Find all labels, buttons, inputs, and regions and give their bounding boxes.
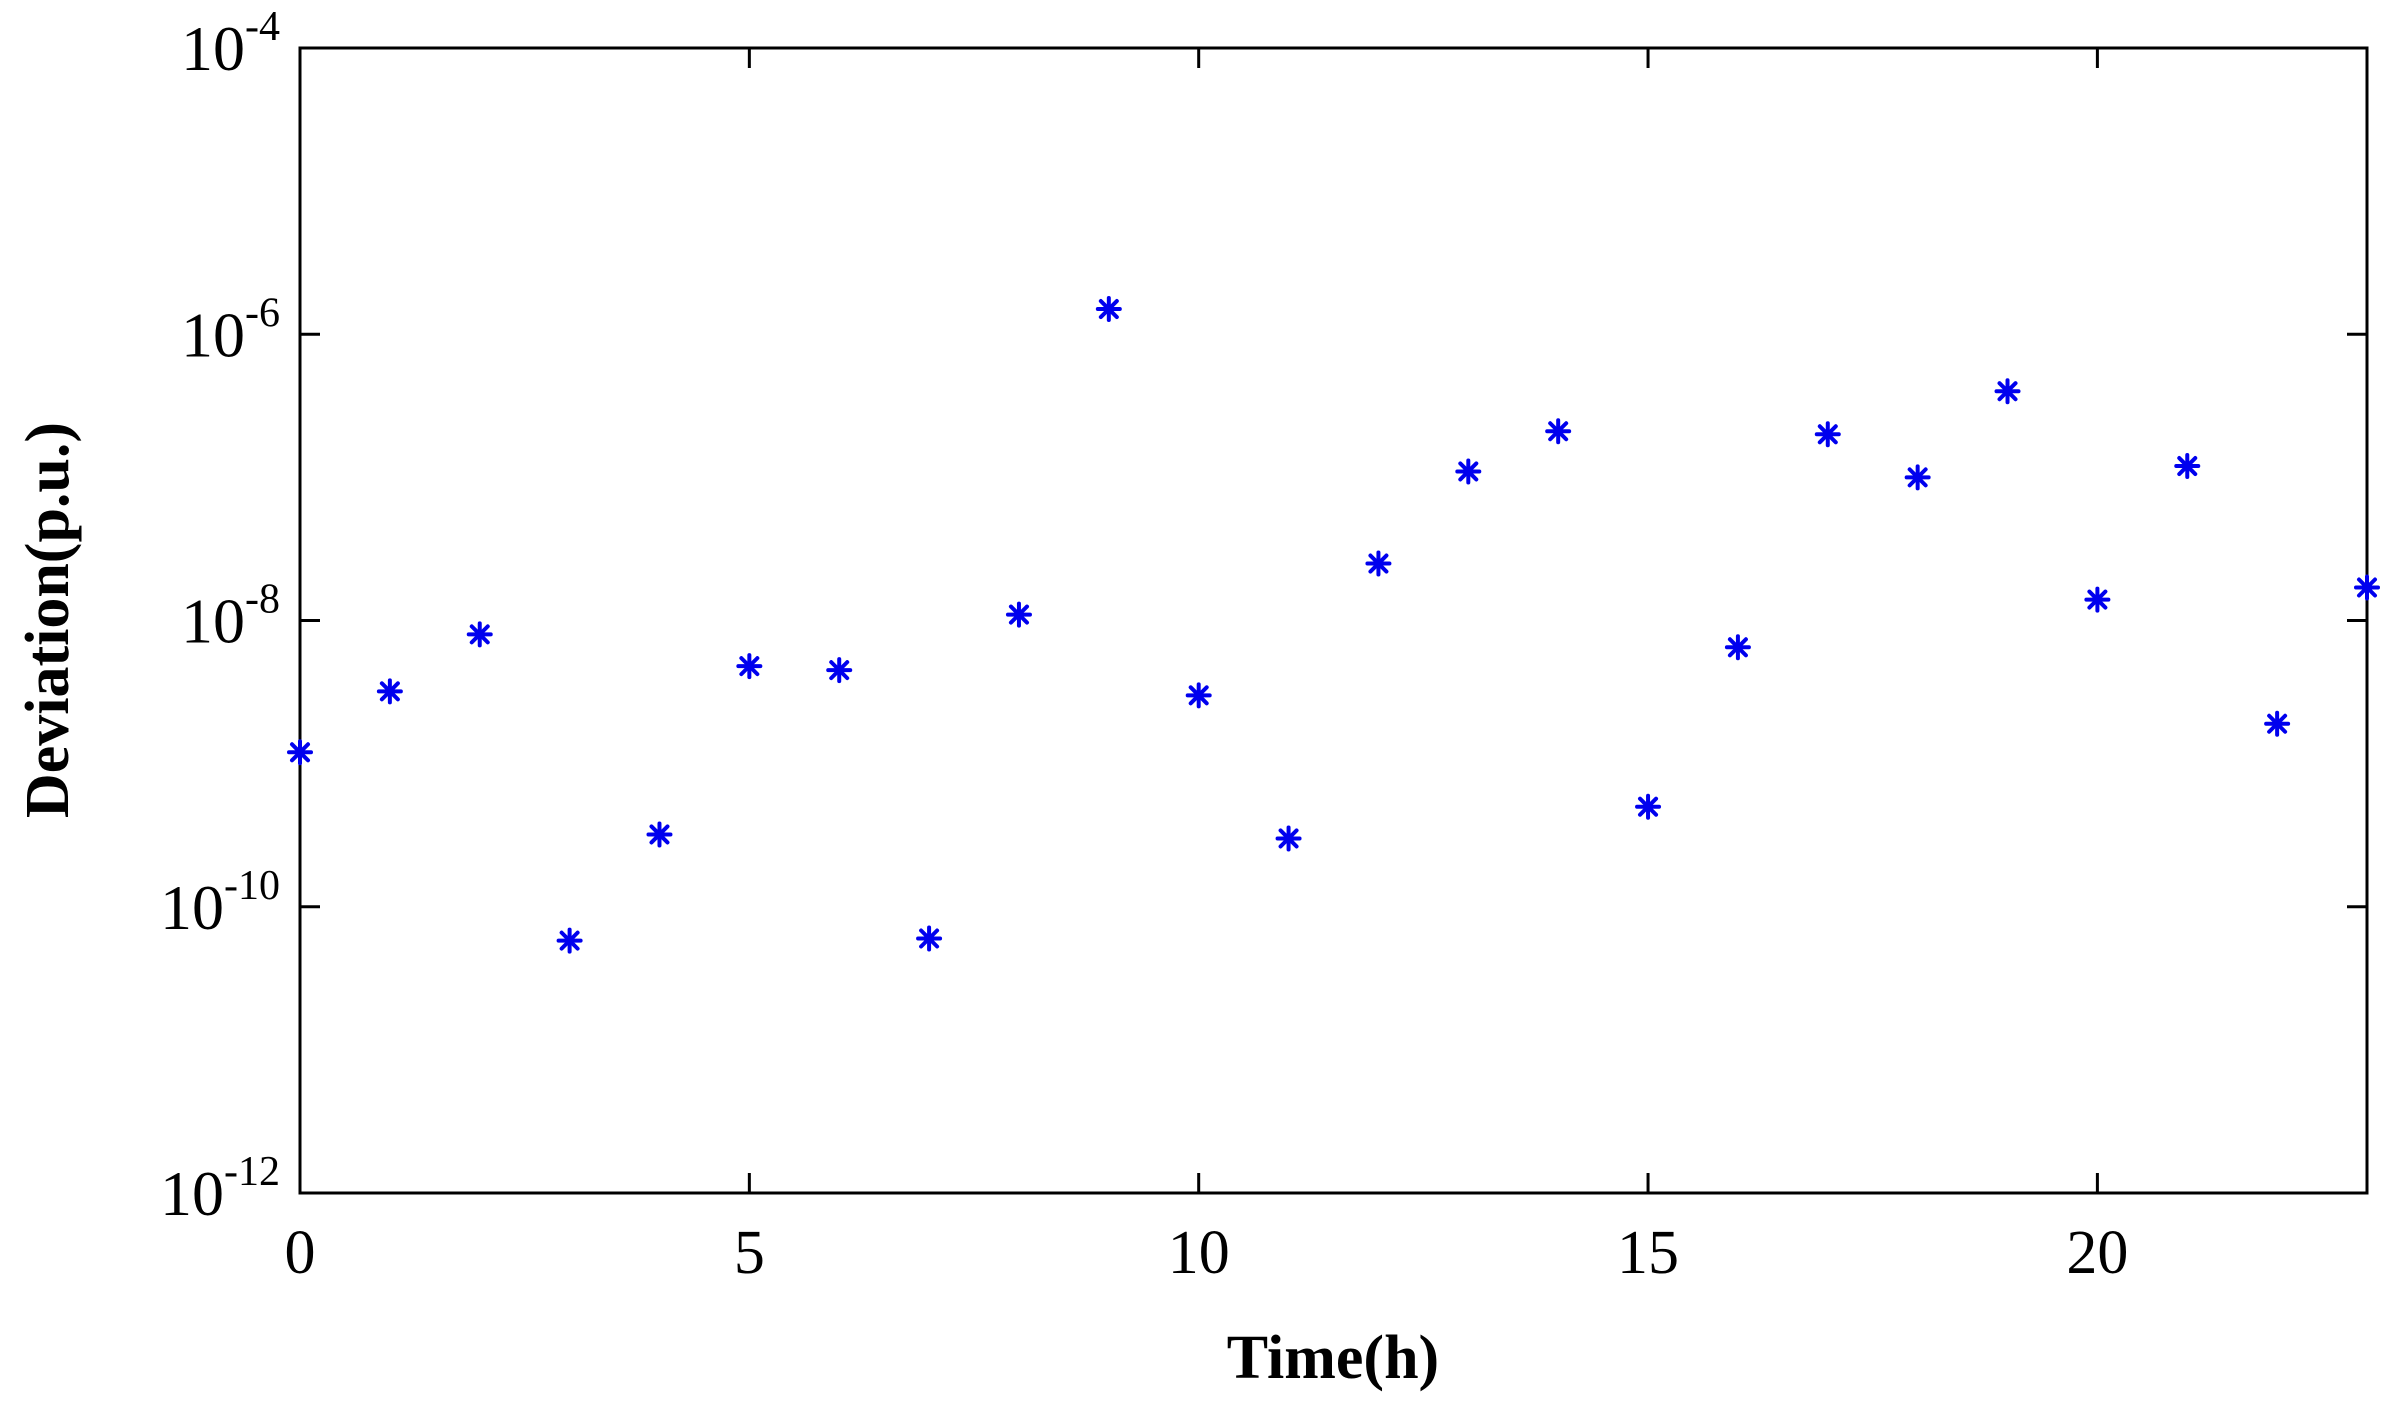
data-point: [466, 621, 493, 648]
data-point: [1095, 296, 1122, 323]
data-point: [1185, 682, 1212, 709]
y-tick-exponent: -8: [245, 577, 280, 623]
data-point: [376, 678, 403, 705]
y-tick-label: 10-8: [181, 577, 280, 657]
data-points: [287, 296, 2380, 954]
y-tick-label: 10-6: [181, 290, 280, 370]
data-point: [2264, 710, 2291, 737]
data-point: [1455, 458, 1482, 485]
x-tick-label: 0: [285, 1219, 316, 1287]
y-tick-label: 10-12: [160, 1149, 280, 1229]
x-tick-label: 20: [2066, 1219, 2128, 1287]
data-point: [916, 925, 943, 952]
data-point: [646, 821, 673, 848]
y-tick-exponent: -12: [224, 1149, 280, 1195]
x-tick-label: 15: [1617, 1219, 1679, 1287]
data-point: [2174, 453, 2201, 480]
data-point: [1545, 418, 1572, 445]
data-point: [2354, 574, 2380, 601]
y-tick-exponent: -4: [245, 4, 280, 50]
y-tick-base: 10: [160, 872, 224, 943]
y-tick-label: 10-10: [160, 863, 280, 943]
data-point: [1814, 421, 1841, 448]
x-axis-ticks: 0 5 10 15 20: [285, 48, 2128, 1287]
data-point: [1904, 464, 1931, 491]
x-axis-title: Time(h): [1227, 1324, 1439, 1392]
y-tick-exponent: -6: [245, 290, 280, 336]
y-tick-label: 10-4: [181, 4, 280, 84]
data-point: [736, 653, 763, 680]
y-tick-base: 10: [181, 299, 245, 370]
plot-area: [298, 46, 2369, 1195]
y-axis-title: Deviation(p.u.): [14, 422, 82, 818]
data-point: [1724, 634, 1751, 661]
data-point: [2084, 586, 2111, 613]
x-tick-label: 5: [734, 1219, 765, 1287]
data-point: [556, 927, 583, 954]
y-tick-base: 10: [181, 13, 245, 84]
data-point: [287, 739, 313, 766]
data-point: [826, 657, 853, 684]
x-tick-label: 10: [1168, 1219, 1230, 1287]
data-point: [1275, 825, 1302, 852]
y-tick-exponent: -10: [224, 863, 280, 909]
data-point: [1365, 550, 1392, 577]
data-point: [1005, 601, 1032, 628]
data-point: [1635, 793, 1662, 820]
y-tick-base: 10: [181, 586, 245, 657]
y-tick-base: 10: [160, 1158, 224, 1229]
data-point: [1994, 378, 2021, 405]
